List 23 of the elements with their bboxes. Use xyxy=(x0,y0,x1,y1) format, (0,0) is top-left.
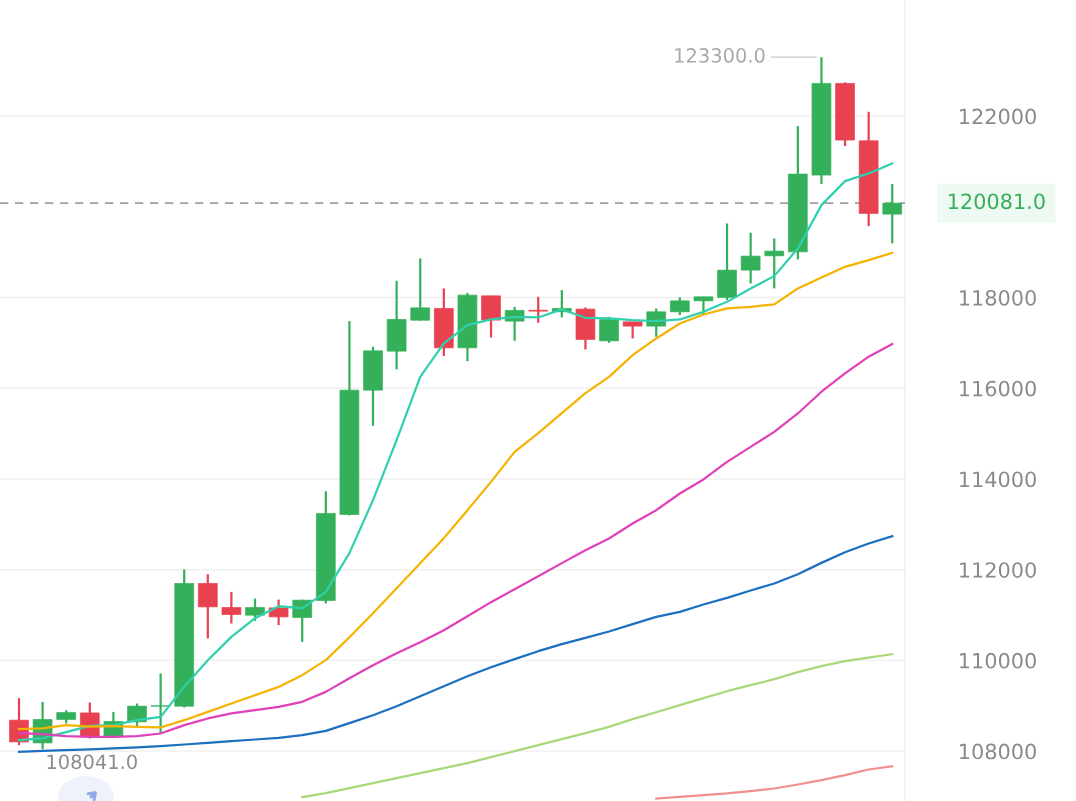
y-tick-label: 116000 xyxy=(960,380,1036,397)
candlestick xyxy=(764,237,785,290)
ref-line-label: 120081.0 xyxy=(948,193,1045,210)
line-series xyxy=(655,765,894,800)
candlestick xyxy=(882,182,903,245)
candlestick xyxy=(528,295,549,324)
candlestick xyxy=(410,257,431,322)
y-tick-label: 118000 xyxy=(960,289,1036,306)
candlestick xyxy=(245,597,265,622)
y-tick-label: 114000 xyxy=(960,471,1036,488)
y-tick-label: 110000 xyxy=(960,652,1036,669)
y-tick-label: 122000 xyxy=(960,108,1036,125)
y-tick-label: 112000 xyxy=(960,562,1036,578)
candlestick xyxy=(268,598,289,627)
candlestick xyxy=(150,672,171,734)
annotation: 108041.0 xyxy=(47,754,137,770)
line-series xyxy=(17,535,894,753)
y-tick-label: 108000 xyxy=(960,743,1036,760)
candlestick xyxy=(221,590,242,625)
candlestick xyxy=(740,231,761,285)
annotation: 123300.0 xyxy=(675,48,765,63)
candlestick xyxy=(198,573,218,640)
line-series xyxy=(301,653,894,799)
